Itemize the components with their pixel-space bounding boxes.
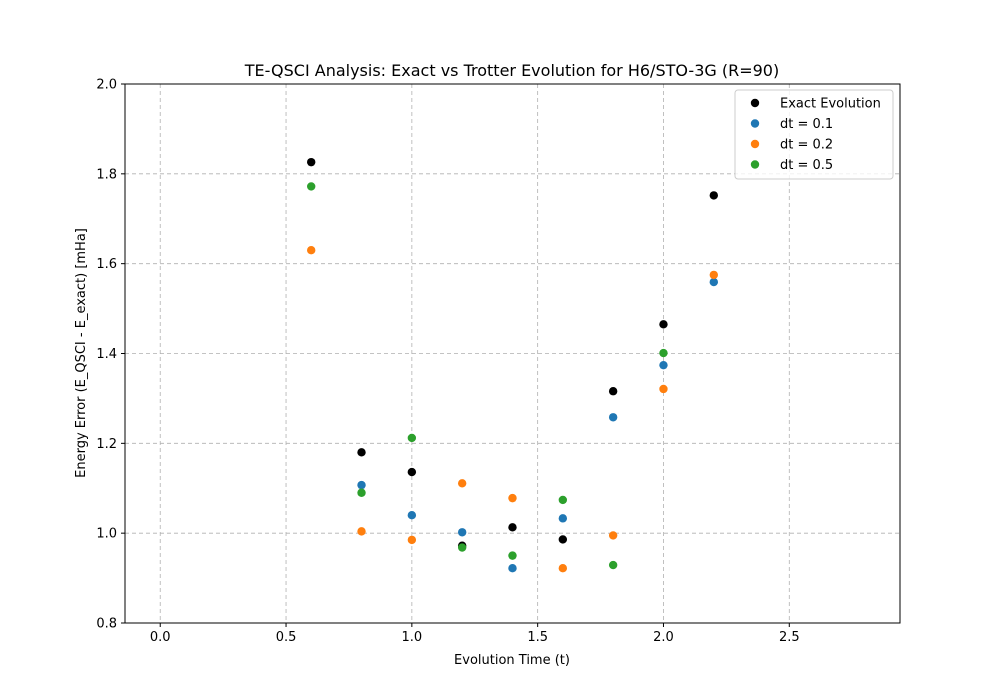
- y-tick-label: 2.0: [96, 78, 117, 93]
- data-point: [457, 479, 467, 488]
- series-3: [307, 182, 668, 570]
- data-point: [357, 488, 366, 497]
- data-point: [659, 320, 668, 329]
- legend-label: dt = 0.2: [780, 138, 833, 153]
- data-point: [608, 387, 618, 396]
- y-tick-label: 1.8: [96, 167, 117, 182]
- x-tick-label: 2.5: [779, 630, 800, 645]
- x-tick-label: 2.0: [653, 630, 674, 645]
- data-point: [558, 495, 568, 505]
- x-tick-label: 0.0: [150, 630, 171, 645]
- y-tick-label: 0.8: [96, 617, 117, 632]
- axis-ticks: 0.0 0.5 1.0 1.5 2.0 2.5 0.8 1.0 1.2 1.4 1.6 1.8 2.0: [96, 78, 799, 646]
- data-point: [608, 531, 618, 540]
- legend-label: dt = 0.5: [780, 158, 833, 173]
- data-point: [407, 467, 417, 477]
- data-point: [307, 245, 316, 255]
- legend-marker: [750, 160, 760, 169]
- data-point: [407, 511, 417, 520]
- data-point: [508, 551, 517, 560]
- data-point: [407, 535, 417, 545]
- legend-box: [734, 89, 894, 180]
- x-tick-label: 1.0: [402, 630, 423, 645]
- x-tick-label: 1.5: [527, 630, 548, 645]
- y-tick-label: 1.0: [96, 527, 117, 542]
- data-point: [659, 348, 668, 358]
- data-point: [659, 384, 668, 394]
- series-1: [357, 277, 718, 573]
- data-point: [659, 360, 668, 370]
- data-point: [558, 564, 568, 573]
- legend-marker: [750, 139, 760, 149]
- y-tick-label: 1.2: [96, 437, 117, 452]
- legend: Exact Evolution dt = 0.1 dt = 0.2 dt = 0.5: [734, 89, 894, 180]
- data-points: [307, 157, 718, 573]
- data-point: [357, 480, 366, 490]
- data-point: [558, 535, 568, 544]
- data-point: [608, 413, 618, 422]
- series-2: [307, 245, 718, 573]
- y-tick-label: 1.6: [96, 257, 117, 272]
- y-axis-label: Energy Error (E_QSCI - E_exact) [mHa]: [74, 228, 89, 478]
- x-tick-label: 0.5: [276, 630, 297, 645]
- data-point: [407, 433, 417, 443]
- data-point: [709, 191, 718, 200]
- data-point: [608, 560, 618, 570]
- data-point: [357, 527, 366, 536]
- data-point: [357, 448, 366, 457]
- data-point: [307, 157, 316, 167]
- legend-label: Exact Evolution: [780, 97, 881, 112]
- legend-marker: [750, 98, 760, 108]
- data-point: [558, 514, 568, 523]
- data-point: [508, 564, 517, 573]
- data-point: [508, 523, 517, 532]
- data-point: [457, 528, 467, 537]
- data-point: [457, 543, 467, 552]
- data-point: [307, 182, 316, 191]
- legend-marker: [750, 119, 760, 128]
- chart-title: TE-QSCI Analysis: Exact vs Trotter Evolu…: [244, 61, 779, 80]
- x-axis-label: Evolution Time (t): [454, 653, 570, 668]
- y-tick-label: 1.4: [96, 347, 117, 362]
- data-point: [709, 277, 718, 287]
- data-point: [508, 493, 517, 503]
- legend-label: dt = 0.1: [780, 117, 833, 132]
- data-point: [709, 270, 718, 280]
